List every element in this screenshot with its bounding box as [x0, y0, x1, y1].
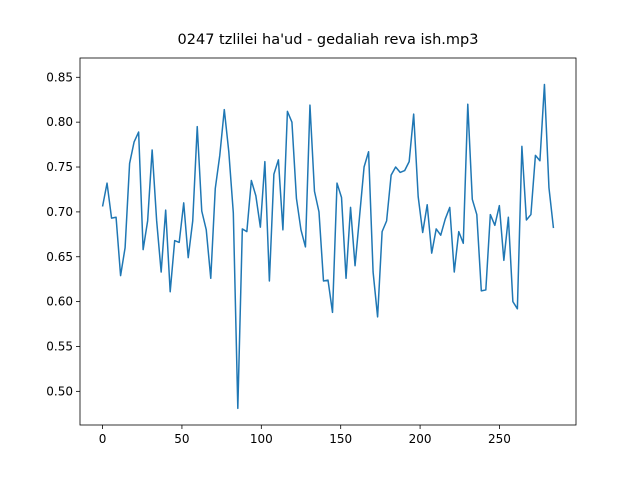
x-tick-label: 0 [99, 432, 107, 446]
chart-title: 0247 tzlilei ha'ud - gedaliah reva ish.m… [178, 32, 479, 48]
y-tick-label: 0.60 [46, 295, 73, 309]
y-tick-label: 0.80 [46, 115, 73, 129]
y-tick-label: 0.85 [46, 70, 73, 84]
y-tick-label: 0.65 [46, 250, 73, 264]
axes-frame [79, 57, 577, 426]
x-tick-label: 200 [409, 432, 432, 446]
y-tick-label: 0.55 [46, 339, 73, 353]
line [101, 83, 555, 410]
x-tick-label: 100 [250, 432, 273, 446]
y-tick-label: 0.70 [46, 205, 73, 219]
y-tick-label: 0.50 [46, 384, 73, 398]
y-tick-label: 0.75 [46, 160, 73, 174]
x-tick-label: 50 [174, 432, 189, 446]
x-tick-label: 250 [488, 432, 511, 446]
x-tick-label: 150 [329, 432, 352, 446]
